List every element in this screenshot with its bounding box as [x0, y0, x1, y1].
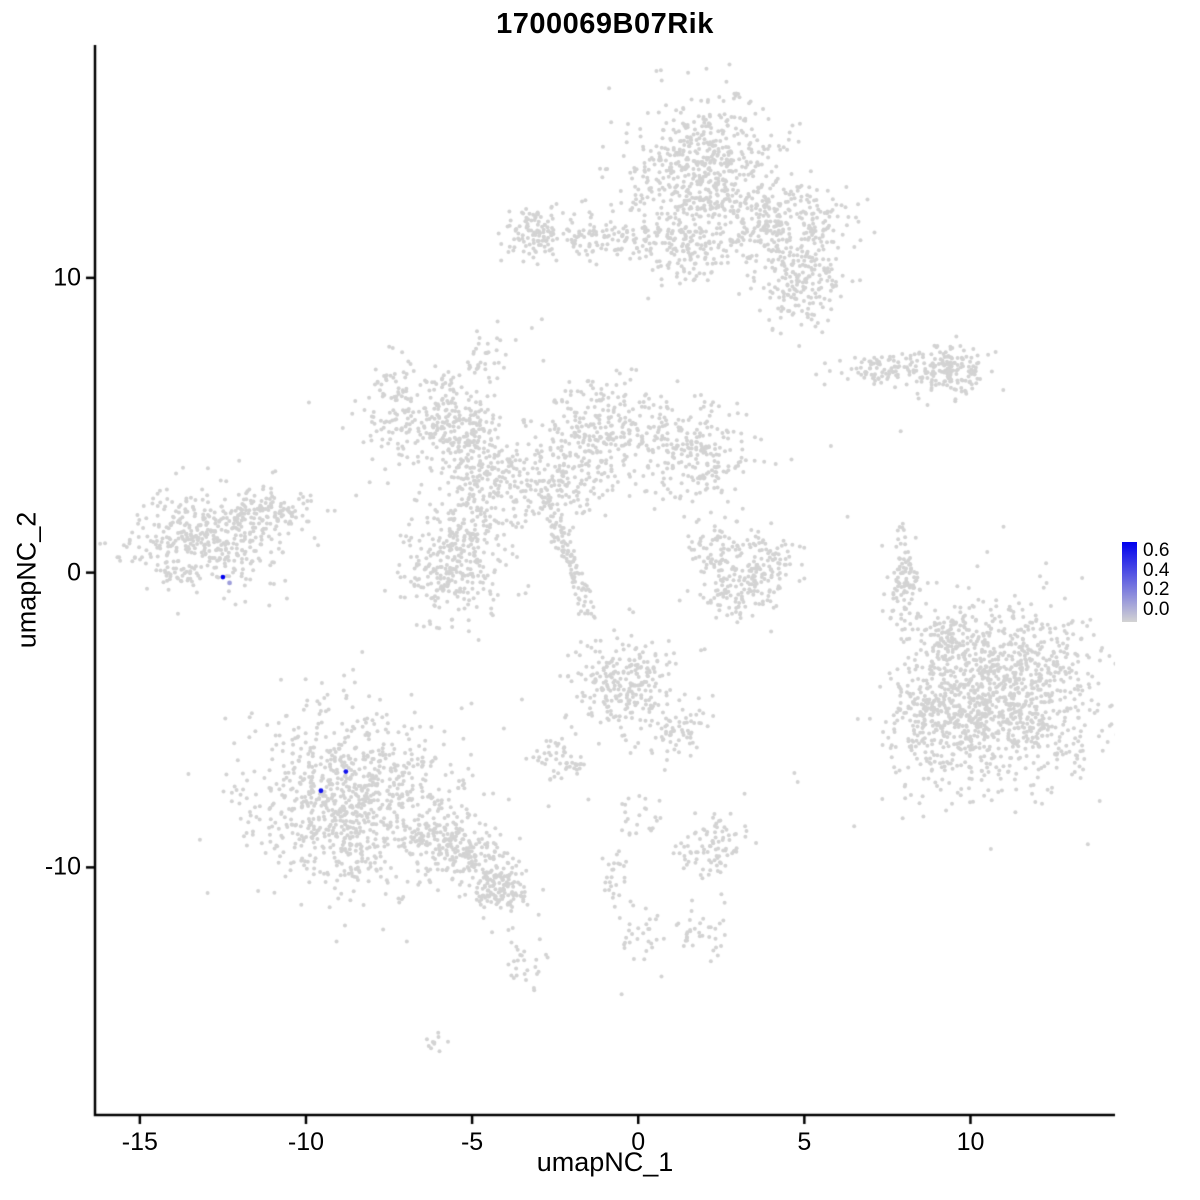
legend-tick-label: 0.6 [1143, 540, 1170, 561]
y-tick-label: -10 [44, 852, 81, 881]
x-tick-label: 10 [956, 1128, 985, 1156]
x-tick-label: -15 [121, 1128, 158, 1156]
x-tick-label: 5 [797, 1128, 812, 1156]
y-axis-label: umapNC_2 [11, 511, 42, 649]
legend-colorbar: 0.6 0.4 0.2 0.0 [1122, 540, 1200, 632]
legend-tick-label: 0.4 [1143, 559, 1170, 581]
x-tick-label: -5 [460, 1128, 484, 1156]
y-tick-label: 10 [53, 263, 81, 292]
legend-tick-label: 0.0 [1143, 598, 1170, 620]
chart-title: 1700069B07Rik [496, 8, 714, 40]
x-axis-label: umapNC_1 [536, 1147, 674, 1177]
x-tick-label: -10 [287, 1128, 325, 1156]
legend-tick-label: 0.2 [1143, 579, 1170, 600]
legend-gradient-bar [1122, 542, 1137, 622]
y-tick-label: 0 [67, 558, 81, 587]
x-tick-label: 0 [631, 1128, 646, 1156]
